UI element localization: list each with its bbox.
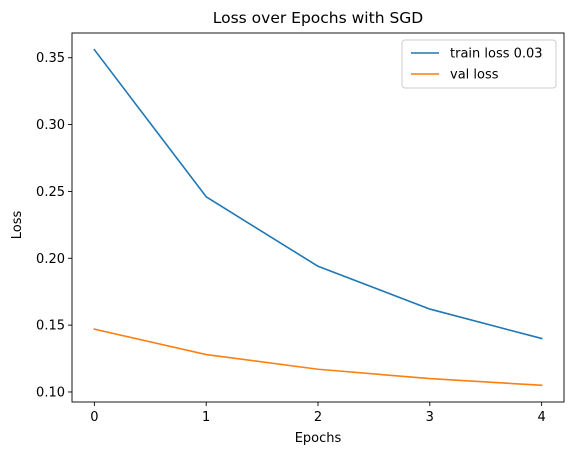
y-tick-label: 0.10: [36, 385, 65, 400]
y-tick-label: 0.20: [36, 252, 65, 267]
x-tick-label: 1: [202, 410, 210, 425]
legend-label: train loss 0.03: [450, 47, 543, 62]
legend-label: val loss: [450, 68, 499, 83]
x-tick-label: 3: [426, 410, 434, 425]
x-axis-label: Epochs: [295, 431, 342, 446]
legend-box: [401, 39, 557, 89]
y-tick-label: 0.15: [36, 319, 65, 334]
plot-area: 0 1 2 3 4 0.10 0.15 0.20 0.25 0.30 0.35: [36, 32, 565, 425]
x-tick-label: 2: [314, 410, 322, 425]
y-tick-label: 0.30: [36, 118, 65, 133]
chart-title: Loss over Epochs with SGD: [213, 9, 424, 27]
y-axis-label: Loss: [10, 211, 25, 240]
series-line-val-loss: [93, 328, 543, 387]
y-tick-label: 0.25: [36, 185, 65, 200]
x-tick-label: 4: [537, 410, 545, 425]
x-tick-label: 0: [90, 410, 98, 425]
y-tick-label: 0.35: [36, 51, 65, 66]
legend: train loss 0.03 val loss: [401, 39, 557, 89]
series-line-train-loss: [93, 48, 543, 340]
